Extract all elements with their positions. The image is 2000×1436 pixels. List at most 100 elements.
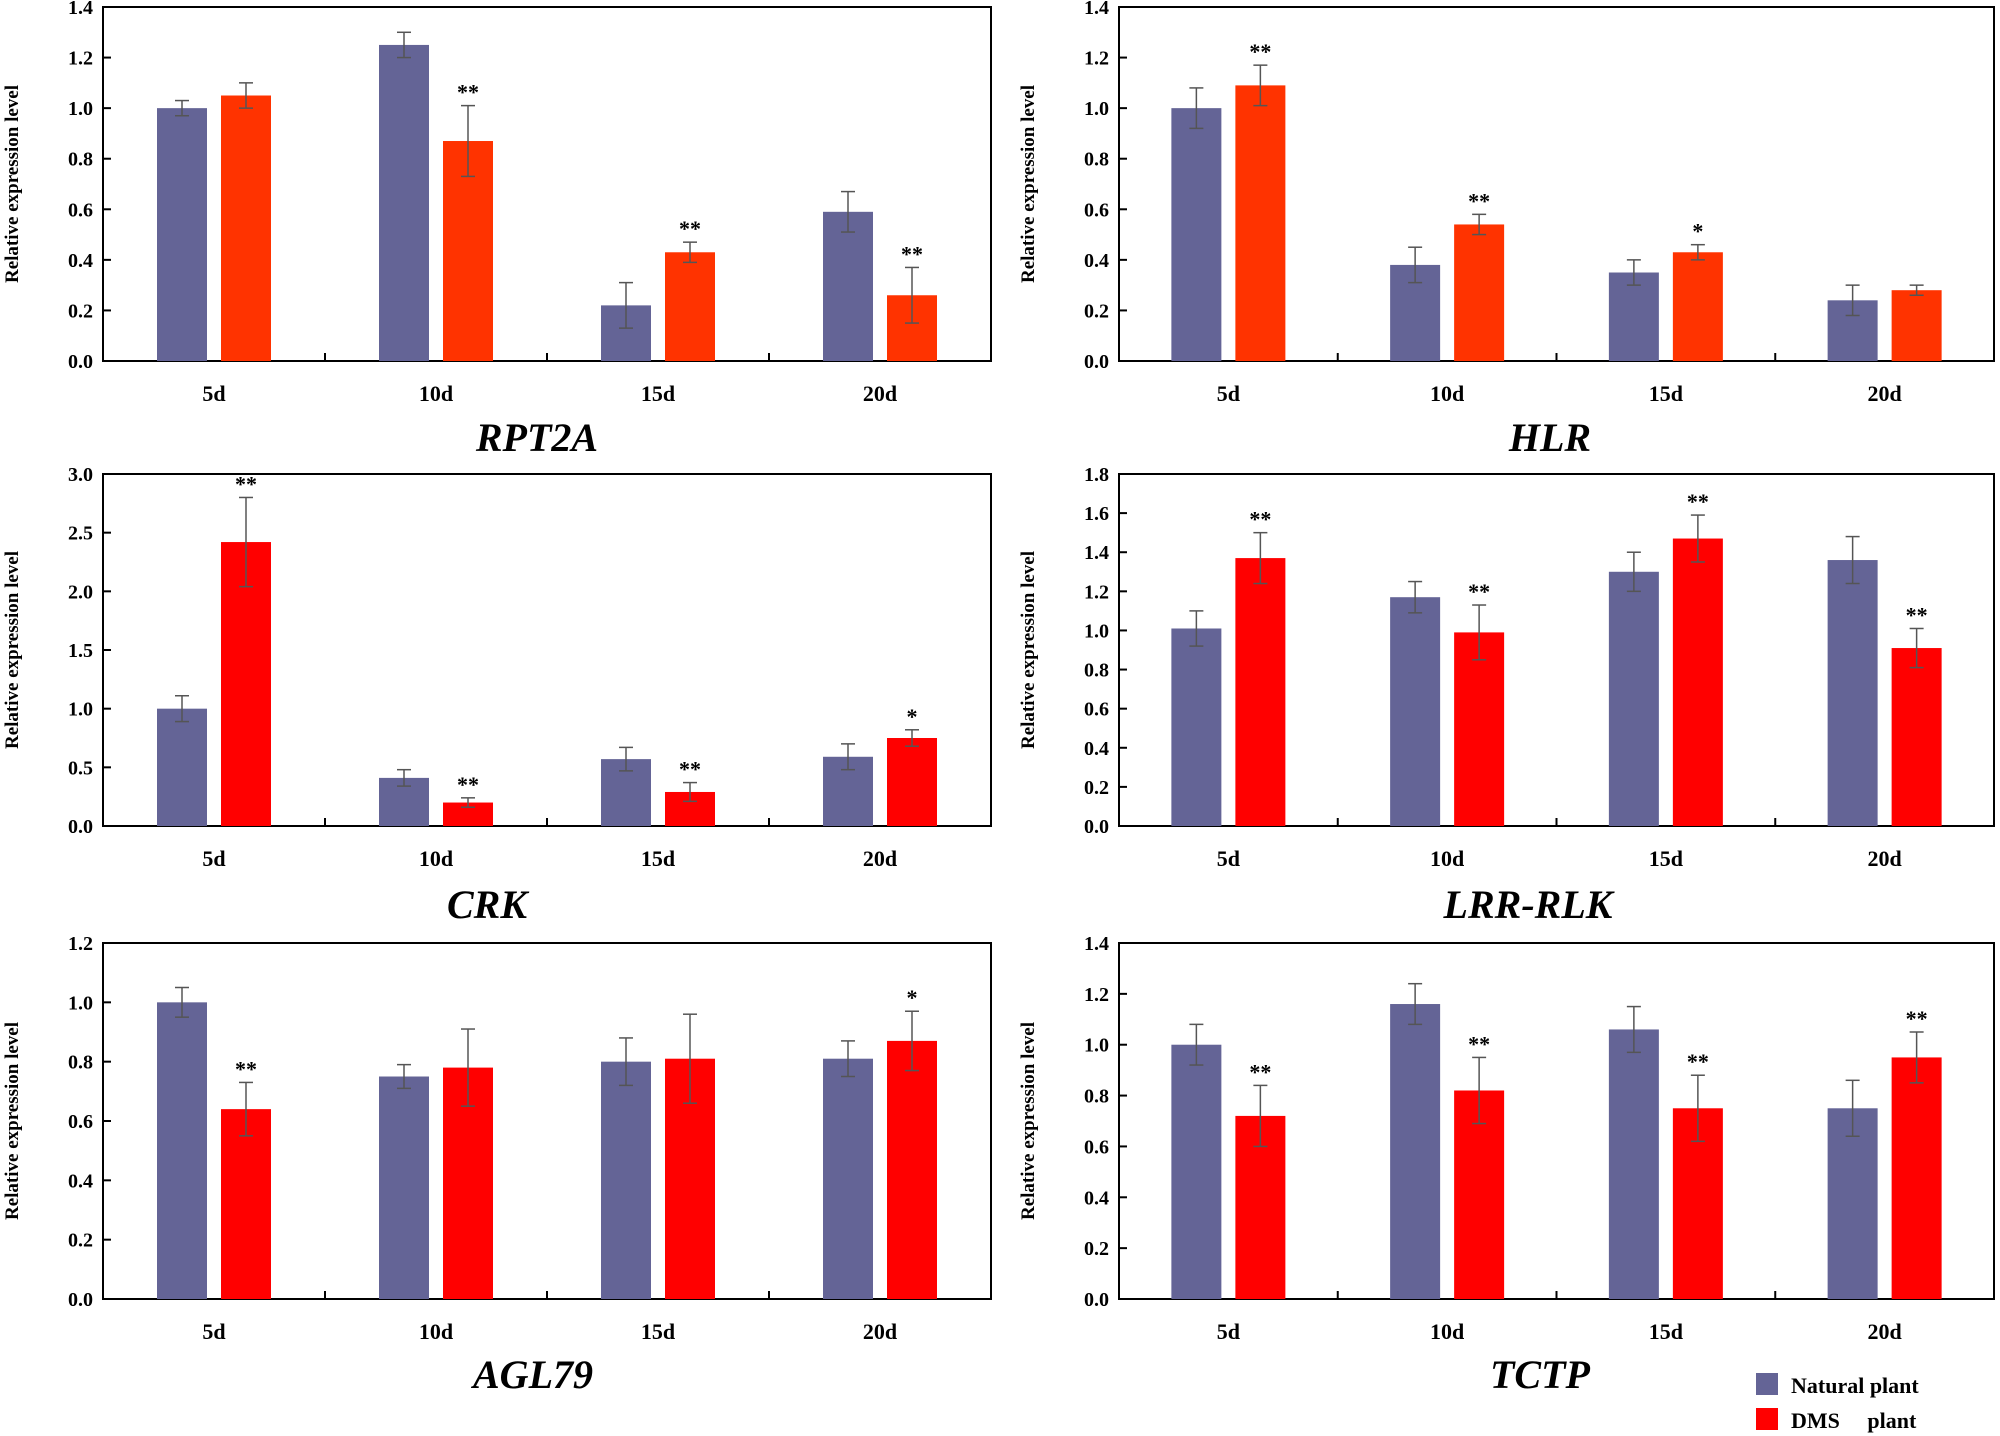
x-tick-label: 10d (419, 381, 453, 406)
chart-title: HLR (1508, 415, 1591, 460)
bar-dms (1891, 1057, 1942, 1299)
significance-label: ** (901, 241, 923, 266)
y-tick-label: 1.6 (1084, 503, 1109, 525)
y-tick-label: 0.0 (1084, 1289, 1109, 1311)
y-tick-label: 0.0 (1084, 816, 1109, 838)
x-tick-label: 15d (1649, 381, 1683, 406)
legend-swatch-dms (1756, 1408, 1778, 1430)
bar-natural (823, 211, 873, 361)
y-tick-label: 0.5 (68, 757, 93, 779)
significance-label: ** (1249, 1059, 1271, 1084)
chart-5: 0.0 0.2 0.4 0.6 0.8 1.0 1.2 1.4 Relative express… (1018, 933, 1995, 1397)
bar-dms (1235, 85, 1286, 361)
chart-4: 0.0 0.2 0.4 0.6 0.8 1.0 1.2 Relative expression… (2, 933, 992, 1397)
y-tick-label: 0.2 (1084, 1238, 1109, 1260)
y-tick-label: 0.0 (68, 1289, 93, 1311)
y-tick-label: 1.4 (1084, 0, 1109, 19)
y-tick-label: 1.5 (68, 640, 93, 662)
x-tick-label: 10d (1430, 381, 1464, 406)
bar-dms (1891, 290, 1942, 361)
bar-natural (1390, 1004, 1441, 1299)
y-tick-label: 0.6 (68, 1111, 93, 1133)
x-tick-label: 15d (641, 1319, 675, 1344)
chart-title: LRR-RLK (1443, 882, 1615, 927)
y-axis-label: Relative expression level (1018, 85, 1039, 283)
bar-natural (1827, 560, 1878, 826)
chart-3: 0.0 0.2 0.4 0.6 0.8 1.0 1.2 1.4 1.6 1.8 Relative e… (1018, 464, 1995, 927)
y-tick-label: 1.0 (68, 699, 93, 721)
significance-label: * (907, 704, 918, 729)
y-tick-label: 0.8 (1084, 660, 1109, 682)
y-tick-label: 0.4 (1084, 1187, 1109, 1209)
x-tick-label: 5d (1217, 846, 1240, 871)
significance-label: ** (1249, 39, 1271, 64)
y-tick-label: 0.2 (1084, 300, 1109, 322)
bar-natural (1171, 1044, 1222, 1299)
y-tick-label: 1.4 (68, 0, 93, 19)
y-tick-label: 1.0 (1084, 98, 1109, 120)
y-tick-label: 0.2 (1084, 777, 1109, 799)
x-tick-label: 10d (419, 846, 453, 871)
significance-label: ** (1906, 1006, 1928, 1031)
x-tick-label: 15d (1649, 846, 1683, 871)
significance-label: ** (1468, 188, 1490, 213)
y-tick-label: 0.6 (1084, 199, 1109, 221)
bar-natural (1608, 571, 1659, 826)
y-tick-label: 0.6 (1084, 699, 1109, 721)
x-tick-label: 15d (641, 381, 675, 406)
x-tick-label: 5d (202, 1319, 225, 1344)
chart-title: CRK (447, 882, 529, 927)
y-tick-label: 0.4 (68, 250, 93, 272)
y-tick-label: 0.4 (1084, 738, 1109, 760)
legend-label-dms: DMS plant (1791, 1408, 1917, 1433)
significance-label: ** (1687, 489, 1709, 514)
bar-natural (823, 1058, 873, 1299)
x-tick-label: 20d (1868, 1319, 1902, 1344)
y-tick-label: 1.0 (1084, 1035, 1109, 1057)
y-tick-label: 1.4 (1084, 933, 1109, 955)
bar-natural (1608, 272, 1659, 361)
bar-natural (1827, 1108, 1878, 1299)
legend-label-natural: Natural plant (1791, 1373, 1919, 1398)
y-tick-label: 1.2 (68, 48, 93, 70)
x-tick-label: 10d (1430, 846, 1464, 871)
significance-label: ** (235, 471, 257, 496)
y-tick-label: 1.2 (1084, 581, 1109, 603)
bar-dms (221, 95, 271, 361)
y-tick-label: 1.8 (1084, 464, 1109, 486)
y-tick-label: 0.4 (1084, 250, 1109, 272)
y-tick-label: 1.2 (1084, 984, 1109, 1006)
y-tick-label: 1.2 (68, 933, 93, 955)
significance-label: ** (1468, 1031, 1490, 1056)
chart-title: TCTP (1490, 1352, 1591, 1397)
bar-natural (157, 708, 207, 826)
bar-dms (221, 542, 271, 826)
bar-dms (887, 1040, 937, 1299)
y-tick-label: 0.6 (1084, 1136, 1109, 1158)
bar-dms (1672, 538, 1723, 826)
x-tick-label: 20d (863, 381, 897, 406)
bar-dms (1454, 224, 1505, 361)
y-tick-label: 3.0 (68, 464, 93, 486)
bar-natural (601, 1061, 651, 1299)
charts-layer: 0.0 0.2 0.4 0.6 0.8 1.0 1.2 1.4 Relative express… (2, 0, 1995, 1397)
bar-natural (379, 44, 429, 362)
significance-label: ** (235, 1056, 257, 1081)
bar-dms (1235, 558, 1286, 826)
x-tick-label: 5d (202, 381, 225, 406)
chart-title: RPT2A (475, 415, 598, 460)
x-tick-label: 5d (1217, 1319, 1240, 1344)
x-tick-label: 20d (863, 846, 897, 871)
bar-dms (887, 738, 937, 826)
y-tick-label: 0.8 (68, 149, 93, 171)
significance-label: ** (679, 216, 701, 241)
significance-label: ** (1249, 507, 1271, 532)
bar-natural (1608, 1029, 1659, 1299)
y-tick-label: 0.0 (68, 351, 93, 373)
significance-label: ** (457, 772, 479, 797)
x-tick-label: 10d (419, 1319, 453, 1344)
chart-0: 0.0 0.2 0.4 0.6 0.8 1.0 1.2 1.4 Relative express… (2, 0, 992, 460)
significance-label: ** (679, 757, 701, 782)
chart-1: 0.0 0.2 0.4 0.6 0.8 1.0 1.2 1.4 Relative express… (1018, 0, 1995, 460)
